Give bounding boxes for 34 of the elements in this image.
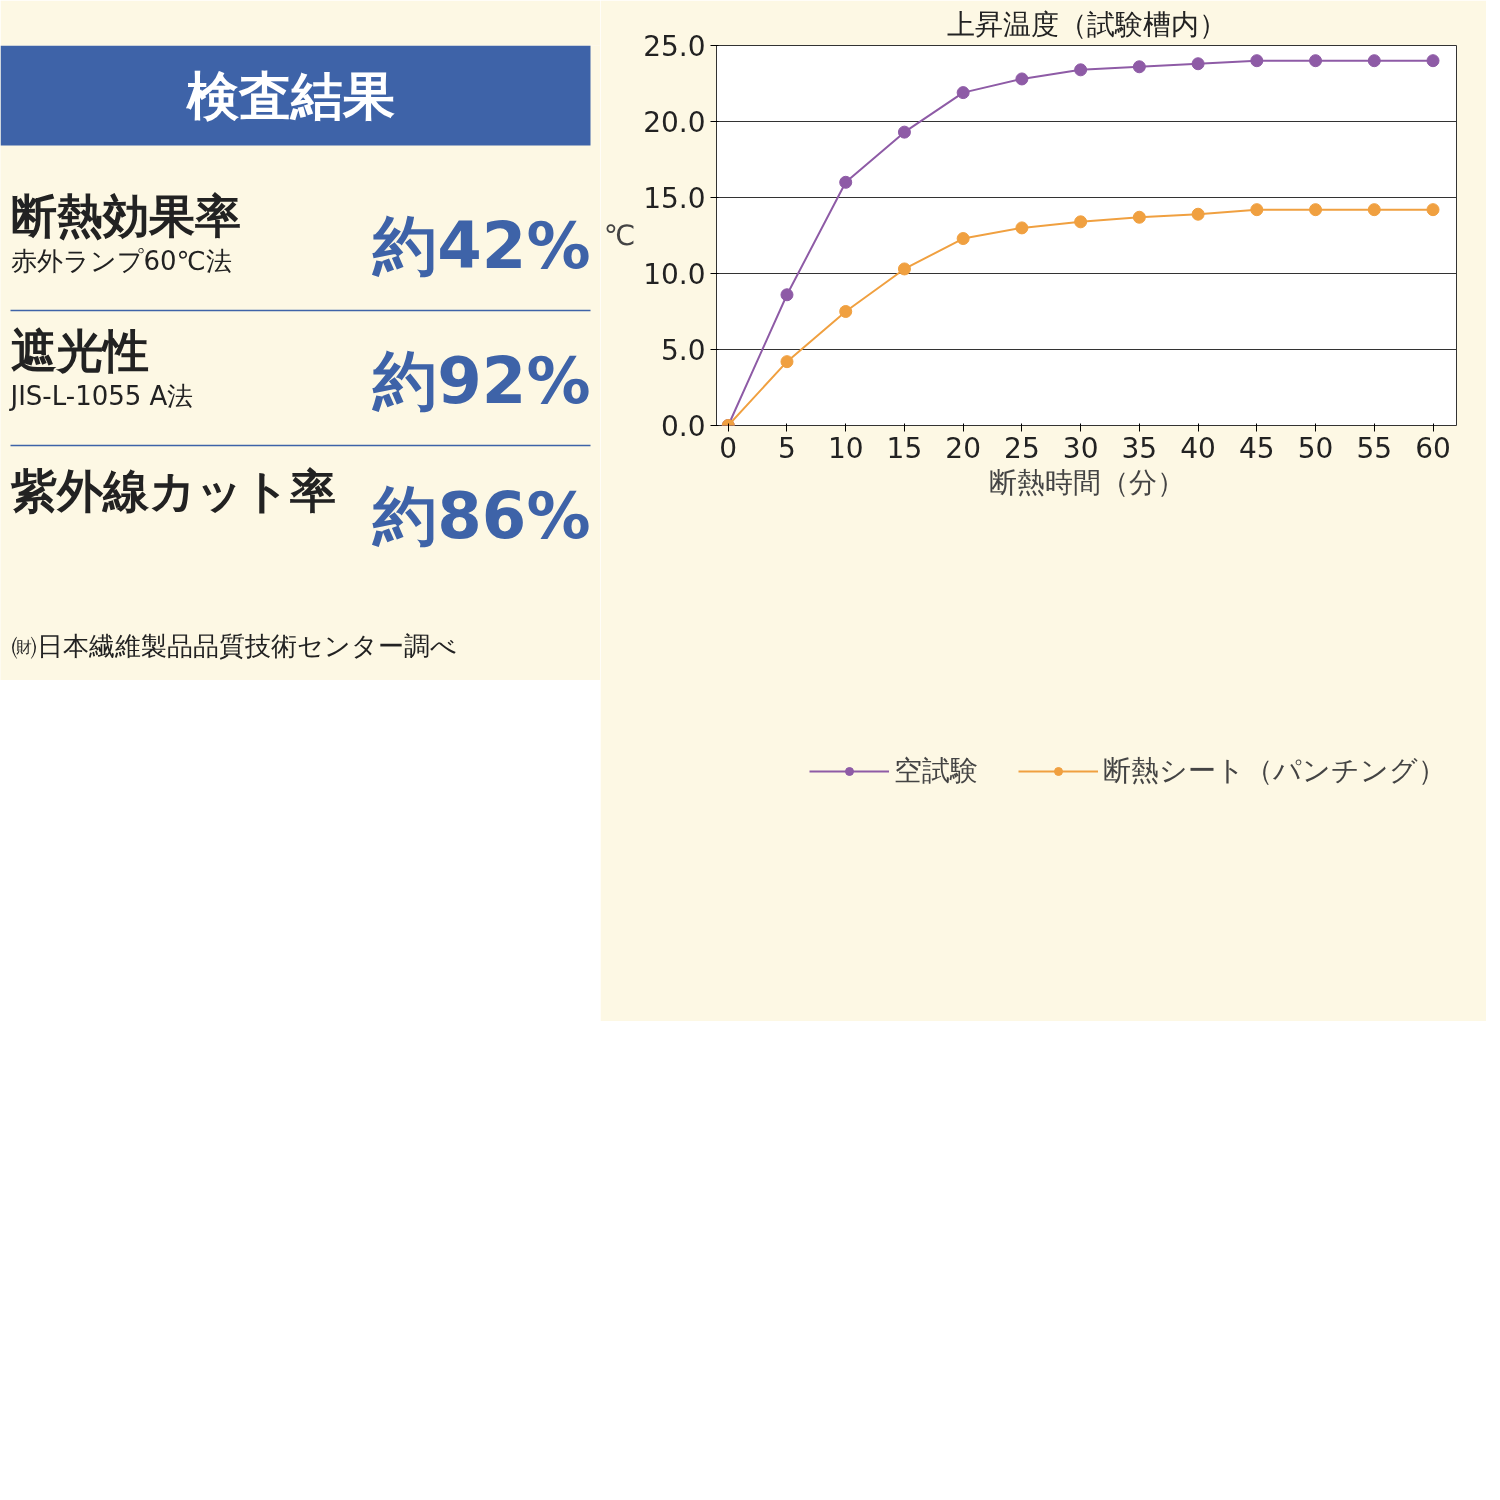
text: 赤外ランプ60℃法 xyxy=(10,245,232,276)
y-tick-label: 0.0 xyxy=(660,410,706,443)
text: 約42% xyxy=(371,208,591,283)
y-tick-label: 10.0 xyxy=(643,258,706,291)
legend-label: 空試験 xyxy=(894,753,978,789)
x-tick-label: 15 xyxy=(886,431,923,465)
x-tick-label: 10 xyxy=(827,431,864,465)
y-axis-title: ℃ xyxy=(603,219,636,252)
text: 約86% xyxy=(371,478,591,553)
x-tick-label: 0 xyxy=(719,431,738,465)
y-tick-label: 20.0 xyxy=(643,106,706,139)
x-tick-label: 25 xyxy=(1004,431,1040,465)
legend-label: 断熱シート（パンチング） xyxy=(1103,753,1446,789)
x-tick-label: 20 xyxy=(945,431,981,465)
x-axis-title: 断熱時間（分） xyxy=(988,465,1185,499)
text: 約92% xyxy=(371,343,591,418)
text: 遮光性 xyxy=(10,323,149,378)
x-tick-label: 40 xyxy=(1180,431,1216,465)
x-tick-label: 35 xyxy=(1121,431,1158,465)
x-tick-label: 50 xyxy=(1297,431,1334,465)
text: JIS-L-1055 A法 xyxy=(8,380,194,411)
text: ㈶日本繊維製品品質技術センター調べ xyxy=(10,630,457,661)
x-tick-label: 5 xyxy=(778,431,796,465)
y-tick-label: 5.0 xyxy=(660,334,706,367)
x-tick-label: 55 xyxy=(1356,431,1393,465)
text: 紫外線カット率 xyxy=(9,463,336,518)
x-tick-label: 60 xyxy=(1415,431,1451,465)
x-tick-label: 30 xyxy=(1062,431,1099,465)
y-tick-label: 25.0 xyxy=(643,30,706,63)
text: 検査結果 xyxy=(184,65,395,126)
x-tick-label: 45 xyxy=(1239,431,1275,465)
y-tick-label: 15.0 xyxy=(643,182,706,215)
text: 断熱効果率 xyxy=(10,188,241,243)
chart-title: 上昇温度（試験槽内） xyxy=(946,7,1227,41)
